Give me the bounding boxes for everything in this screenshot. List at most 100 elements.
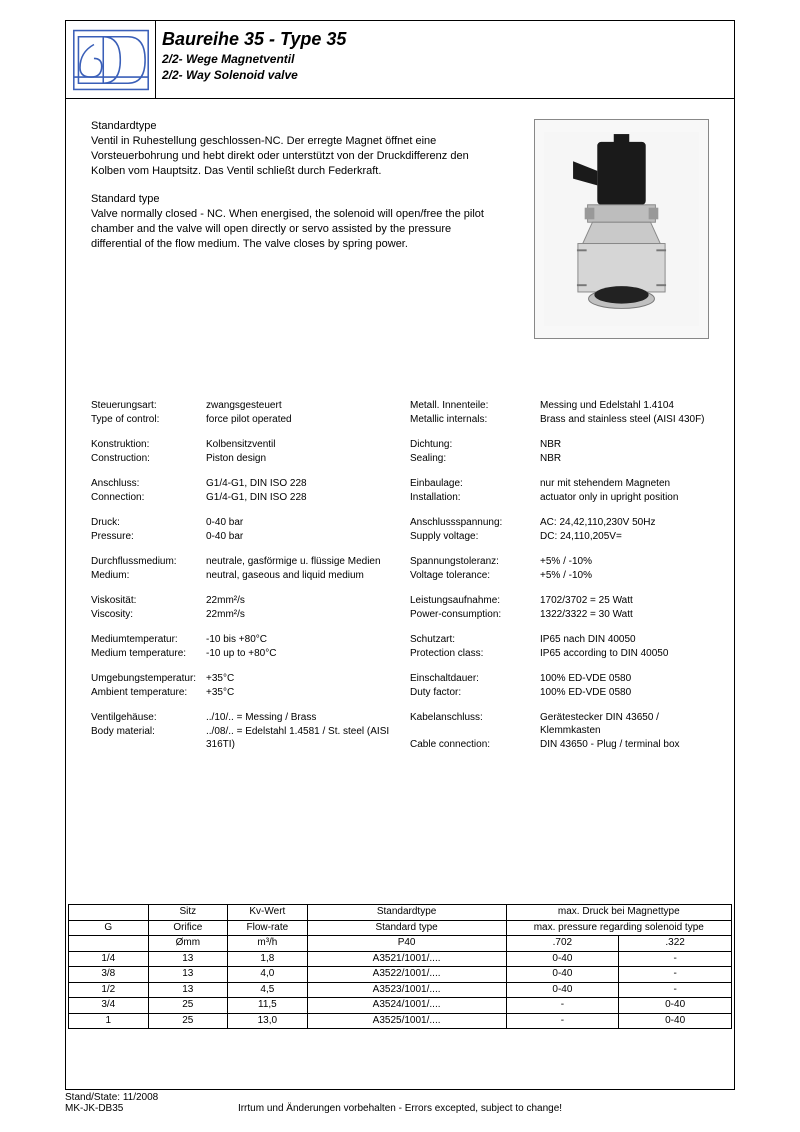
spec-value: neutral, gaseous and liquid medium: [206, 569, 390, 582]
table-cell: 4,0: [228, 967, 308, 983]
spec-row: Schutzart:IP65 nach DIN 40050: [410, 633, 709, 646]
table-cell: A3522/1001/....: [307, 967, 506, 983]
header: Baureihe 35 - Type 35 2/2- Wege Magnetve…: [66, 21, 734, 99]
table-header-cell: .702: [506, 936, 619, 952]
spec-label: Einbaulage:: [410, 477, 540, 490]
intro-de-title: Standardtype: [91, 119, 491, 134]
spec-row: Viscosity:22mm²/s: [91, 608, 390, 621]
intro-text: Standardtype Ventil in Ruhestellung gesc…: [91, 119, 491, 266]
table-row: 1/4131,8A3521/1001/....0-40-: [69, 951, 732, 967]
table-header-cell: Standardtype: [307, 905, 506, 921]
spec-label: Medium:: [91, 569, 206, 582]
content-area: Standardtype Ventil in Ruhestellung gesc…: [66, 99, 734, 1089]
table-header-cell: m³/h: [228, 936, 308, 952]
spec-row: Body material:../08/.. = Edelstahl 1.458…: [91, 725, 390, 751]
table-cell: 0-40: [619, 1013, 732, 1029]
spec-label: Medium temperature:: [91, 647, 206, 660]
table-cell: 3/8: [69, 967, 149, 983]
spec-row: Metallic internals:Brass and stainless s…: [410, 413, 709, 426]
spec-label: Sealing:: [410, 452, 540, 465]
specs-left-col: Steuerungsart:zwangsgesteuertType of con…: [91, 399, 390, 752]
spec-label: Power-consumption:: [410, 608, 540, 621]
spec-label: Durchflussmedium:: [91, 555, 206, 568]
spec-value: Piston design: [206, 452, 390, 465]
spec-label: Metallic internals:: [410, 413, 540, 426]
spec-value: DIN 43650 - Plug / terminal box: [540, 738, 709, 751]
product-image: [534, 119, 709, 339]
table-header-cell: [69, 905, 149, 921]
intro-de-body: Ventil in Ruhestellung geschlossen-NC. D…: [91, 134, 491, 179]
spec-label: Konstruktion:: [91, 438, 206, 451]
page-frame: Baureihe 35 - Type 35 2/2- Wege Magnetve…: [65, 20, 735, 1090]
spec-value: Brass and stainless steel (AISI 430F): [540, 413, 709, 426]
spec-value: 100% ED-VDE 0580: [540, 686, 709, 699]
spec-value: NBR: [540, 452, 709, 465]
table-header-cell: Kv-Wert: [228, 905, 308, 921]
spec-value: G1/4-G1, DIN ISO 228: [206, 477, 390, 490]
table-header-cell: [69, 936, 149, 952]
spec-label: Viscosity:: [91, 608, 206, 621]
table-cell: 13: [148, 967, 228, 983]
spec-label: Viskosität:: [91, 594, 206, 607]
spec-label: Einschaltdauer:: [410, 672, 540, 685]
spec-row: Type of control:force pilot operated: [91, 413, 390, 426]
spec-row: Sealing:NBR: [410, 452, 709, 465]
table-header-cell: G: [69, 920, 149, 936]
solenoid-valve-icon: [544, 129, 699, 329]
table-cell: -: [619, 967, 732, 983]
spec-value: zwangsgesteuert: [206, 399, 390, 412]
spec-label: Ambient temperature:: [91, 686, 206, 699]
logo-cell: [66, 21, 156, 98]
table-cell: 3/4: [69, 998, 149, 1014]
spec-value: Gerätestecker DIN 43650 / Klemmkasten: [540, 711, 709, 737]
spec-row: Metall. Innenteile:Messing und Edelstahl…: [410, 399, 709, 412]
table-cell: 11,5: [228, 998, 308, 1014]
table-cell: 1/2: [69, 982, 149, 998]
table-cell: 4,5: [228, 982, 308, 998]
table-cell: 13: [148, 951, 228, 967]
specs-right-col: Metall. Innenteile:Messing und Edelstahl…: [410, 399, 709, 752]
table-cell: 25: [148, 1013, 228, 1029]
table-header-cell: P40: [307, 936, 506, 952]
spec-row: Durchflussmedium:neutrale, gasförmige u.…: [91, 555, 390, 568]
spec-label: Umgebungstemperatur:: [91, 672, 206, 685]
spec-label: Protection class:: [410, 647, 540, 660]
spec-row: Kabelanschluss:Gerätestecker DIN 43650 /…: [410, 711, 709, 737]
spec-value: Messing und Edelstahl 1.4104: [540, 399, 709, 412]
spec-label: Dichtung:: [410, 438, 540, 451]
spec-row: Umgebungstemperatur:+35°C: [91, 672, 390, 685]
spec-row: Connection:G1/4-G1, DIN ISO 228: [91, 491, 390, 504]
table-row: 3/8134,0A3522/1001/....0-40-: [69, 967, 732, 983]
spec-label: Schutzart:: [410, 633, 540, 646]
spec-row: Supply voltage:DC: 24,110,205V=: [410, 530, 709, 543]
table-cell: -: [619, 982, 732, 998]
title-main: Baureihe 35 - Type 35: [162, 29, 728, 50]
spec-row: Protection class:IP65 according to DIN 4…: [410, 647, 709, 660]
spec-row: Cable connection:DIN 43650 - Plug / term…: [410, 738, 709, 751]
spec-value: -10 up to +80°C: [206, 647, 390, 660]
company-logo-icon: [71, 29, 151, 91]
spec-label: Metall. Innenteile:: [410, 399, 540, 412]
title-cell: Baureihe 35 - Type 35 2/2- Wege Magnetve…: [156, 21, 734, 98]
spec-value: 22mm²/s: [206, 594, 390, 607]
spec-value: actuator only in upright position: [540, 491, 709, 504]
spec-value: 1702/3702 = 25 Watt: [540, 594, 709, 607]
spec-value: ../08/.. = Edelstahl 1.4581 / St. steel …: [206, 725, 390, 751]
table-cell: A3525/1001/....: [307, 1013, 506, 1029]
spec-label: Mediumtemperatur:: [91, 633, 206, 646]
spec-label: Anschluss:: [91, 477, 206, 490]
table-cell: 1: [69, 1013, 149, 1029]
spec-row: Konstruktion:Kolbensitzventil: [91, 438, 390, 451]
intro-en-body: Valve normally closed - NC. When energis…: [91, 207, 491, 252]
spec-row: Medium:neutral, gaseous and liquid mediu…: [91, 569, 390, 582]
spec-value: 0-40 bar: [206, 530, 390, 543]
footer: Stand/State: 11/2008 MK-JK-DB35 Irrtum u…: [65, 1092, 735, 1114]
spec-row: Construction:Piston design: [91, 452, 390, 465]
table-header-cell: max. Druck bei Magnettype: [506, 905, 731, 921]
spec-row: Anschluss:G1/4-G1, DIN ISO 228: [91, 477, 390, 490]
spec-value: 0-40 bar: [206, 516, 390, 529]
spec-label: Spannungstoleranz:: [410, 555, 540, 568]
spec-value: ../10/.. = Messing / Brass: [206, 711, 390, 724]
table-cell: 0-40: [506, 967, 619, 983]
spec-value: 22mm²/s: [206, 608, 390, 621]
